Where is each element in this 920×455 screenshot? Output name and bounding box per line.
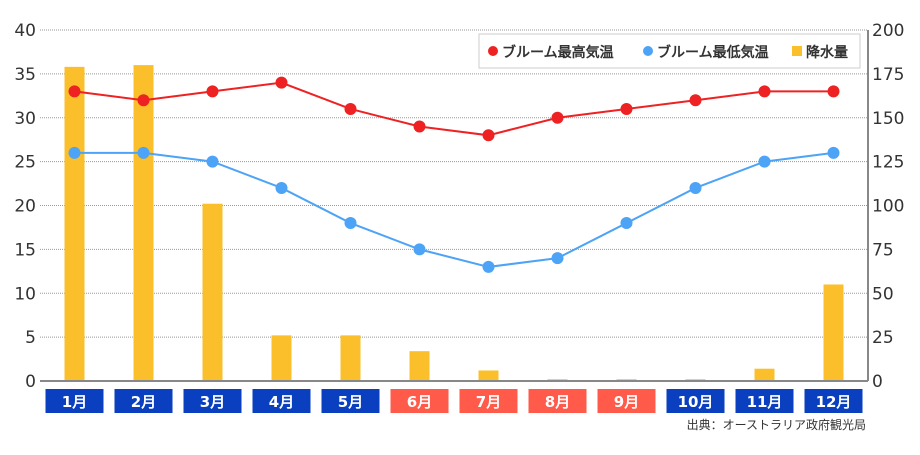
bar-rainfall (271, 335, 292, 381)
data-point (137, 146, 150, 159)
data-point (68, 146, 81, 159)
data-point (758, 85, 771, 98)
month-label: 3月 (200, 393, 225, 411)
month-label: 7月 (476, 393, 501, 411)
data-point (206, 85, 219, 98)
month-label: 11月 (747, 393, 783, 411)
data-point (482, 129, 495, 142)
month-label-box (183, 389, 242, 413)
data-point (275, 76, 288, 89)
month-label: 6月 (407, 393, 432, 411)
right-tick-label: 125 (872, 153, 904, 173)
data-point (206, 155, 219, 168)
month-label-box (597, 389, 656, 413)
legend-label: ブルーム最低気温 (657, 44, 769, 61)
right-tick-label: 0 (872, 372, 883, 392)
bar-rainfall (340, 335, 361, 381)
legend-swatch (792, 46, 802, 56)
data-point (482, 260, 495, 273)
data-point (344, 217, 357, 230)
month-label: 9月 (614, 393, 639, 411)
bar-rainfall (64, 66, 85, 381)
month-label: 10月 (678, 393, 714, 411)
data-point (68, 85, 81, 98)
month-label-box (252, 389, 311, 413)
right-tick-label: 75 (872, 240, 894, 260)
data-point (344, 102, 357, 115)
data-point (827, 146, 840, 159)
bar-rainfall (133, 65, 154, 381)
series-line (74, 151, 834, 268)
month-label-box (459, 389, 518, 413)
month-label: 12月 (816, 393, 852, 411)
left-tick-label: 30 (14, 109, 36, 129)
bar-rainfall (202, 203, 223, 381)
data-point (827, 85, 840, 98)
bar-rainfall (823, 284, 844, 381)
month-label-box (45, 389, 104, 413)
right-tick-label: 175 (872, 65, 904, 85)
data-point (620, 217, 633, 230)
month-label-box (390, 389, 449, 413)
legend-label: ブルーム最高気温 (502, 44, 614, 61)
month-label: 4月 (269, 393, 294, 411)
left-tick-label: 0 (25, 372, 36, 392)
left-tick-label: 10 (14, 284, 36, 304)
month-label-box (804, 389, 863, 413)
data-point (689, 94, 702, 107)
month-label-box (666, 389, 725, 413)
legend-label: 降水量 (806, 44, 848, 61)
data-point (620, 102, 633, 115)
left-tick-label: 5 (25, 328, 36, 348)
source-note: 出典：オーストラリア政府観光局 (686, 418, 866, 432)
left-tick-label: 20 (14, 197, 36, 217)
right-tick-label: 150 (872, 109, 904, 129)
left-tick-label: 15 (14, 240, 36, 260)
left-tick-label: 35 (14, 65, 36, 85)
month-label: 1月 (62, 393, 87, 411)
month-label-box (321, 389, 380, 413)
bar-rainfall (478, 370, 499, 381)
month-label: 8月 (545, 393, 570, 411)
left-tick-label: 25 (14, 153, 36, 173)
legend-swatch (643, 46, 653, 56)
data-point (137, 94, 150, 107)
month-label-box (528, 389, 587, 413)
left-tick-label: 40 (14, 21, 36, 41)
month-label: 2月 (131, 393, 156, 411)
legend-swatch (488, 46, 498, 56)
data-point (413, 243, 426, 256)
month-label: 5月 (338, 393, 363, 411)
data-point (551, 111, 564, 124)
right-tick-label: 200 (872, 21, 904, 41)
data-point (413, 120, 426, 133)
bar-rainfall (754, 368, 775, 381)
right-tick-label: 25 (872, 328, 894, 348)
data-point (551, 252, 564, 265)
bar-rainfall (409, 351, 430, 381)
right-tick-label: 100 (872, 197, 904, 217)
data-point (689, 181, 702, 194)
data-point (758, 155, 771, 168)
month-label-box (114, 389, 173, 413)
right-tick-label: 50 (872, 284, 894, 304)
series-line (74, 81, 834, 137)
data-point (275, 181, 288, 194)
month-label-box (735, 389, 794, 413)
